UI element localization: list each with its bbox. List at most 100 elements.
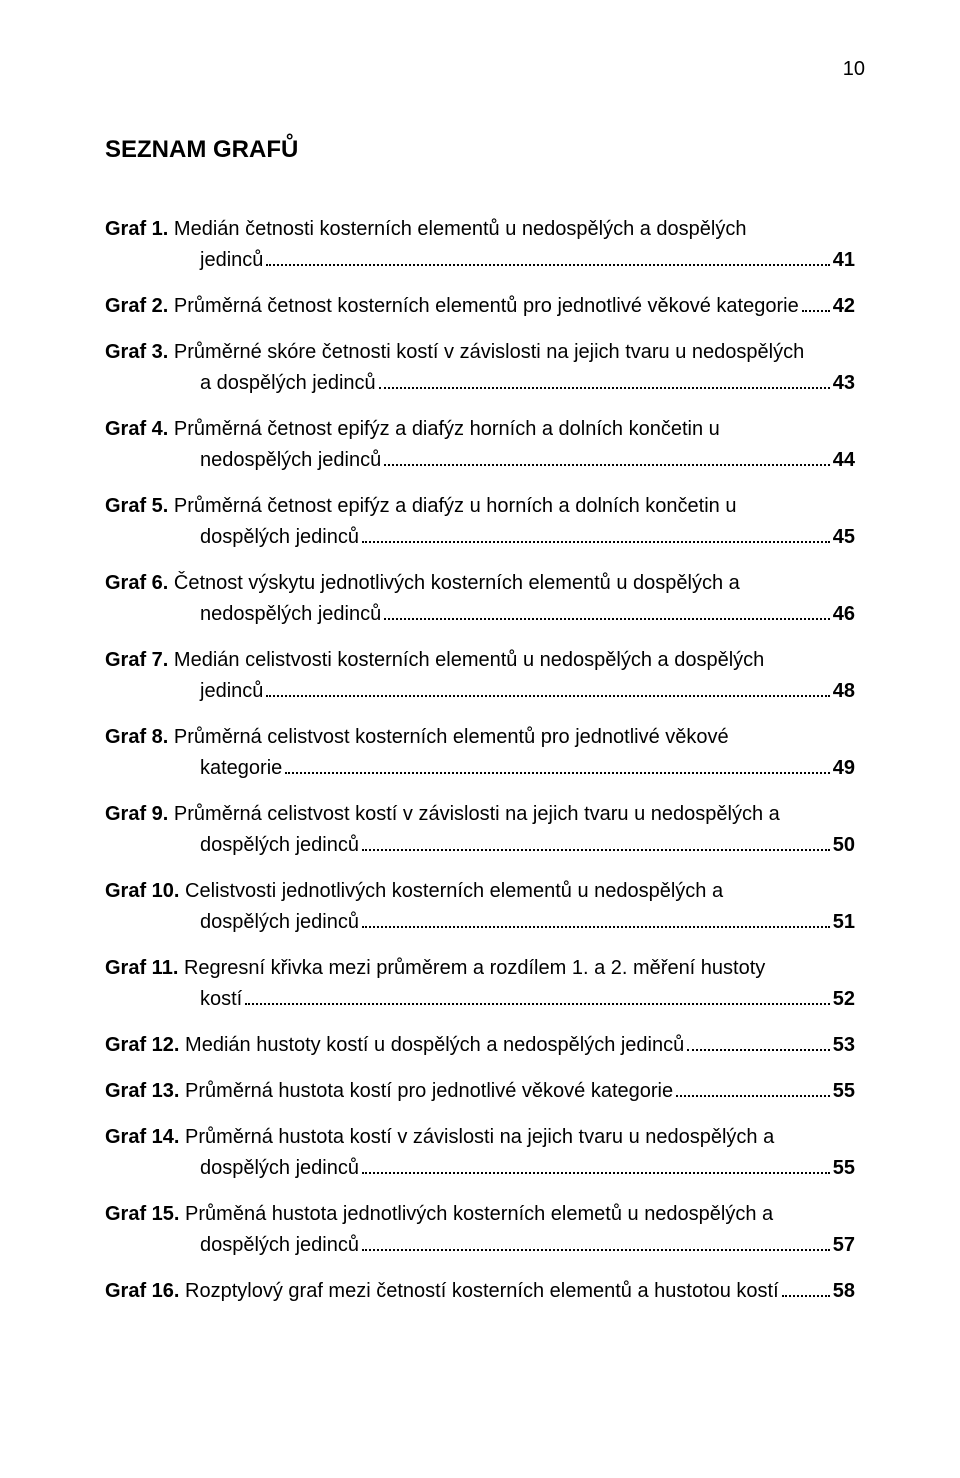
toc-leader-dots <box>266 264 829 266</box>
toc-leader-dots <box>285 772 829 774</box>
toc-entry: Graf 14.Průměrná hustota kostí v závislo… <box>105 1122 855 1184</box>
toc-entry-line: Graf 4.Průměrná četnost epifýz a diafýz … <box>105 414 855 445</box>
toc-entry-line-cont: kostí 52 <box>105 984 855 1015</box>
toc-leader-dots <box>362 1172 830 1174</box>
toc-entry-line: Graf 9.Průměrná celistvost kostí v závis… <box>105 799 855 830</box>
toc-entry-page: 41 <box>833 245 855 276</box>
toc-entry-label: Graf 9. <box>105 799 174 830</box>
toc-entry-page: 43 <box>833 368 855 399</box>
toc-entry-text: Průměrná četnost epifýz a diafýz u horní… <box>174 491 737 522</box>
toc-entry-page: 42 <box>833 291 855 322</box>
toc-entry-label: Graf 12. <box>105 1030 185 1061</box>
toc-entry-text: Četnost výskytu jednotlivých kosterních … <box>174 568 740 599</box>
toc-entry-page: 51 <box>833 907 855 938</box>
toc-entry-text-cont: jedinců <box>200 245 263 276</box>
page-number: 10 <box>105 58 865 81</box>
toc-entry: Graf 2.Průměrná četnost kosterních eleme… <box>105 291 855 322</box>
toc-entry: Graf 8.Průměrná celistvost kosterních el… <box>105 722 855 784</box>
toc-entry-page: 45 <box>833 522 855 553</box>
toc-entry-line-cont: dospělých jedinců 50 <box>105 830 855 861</box>
toc-entry-text-cont: nedospělých jedinců <box>200 599 381 630</box>
toc-entry-label: Graf 1. <box>105 214 174 245</box>
toc-entry-text-cont: a dospělých jedinců <box>200 368 376 399</box>
toc-entry-text: Průměrná hustota kostí v závislosti na j… <box>185 1122 774 1153</box>
toc-entry-text: Průměná hustota jednotlivých kosterních … <box>185 1199 773 1230</box>
toc-entry-label: Graf 4. <box>105 414 174 445</box>
toc-entry-text: Průměrná četnost epifýz a diafýz horních… <box>174 414 720 445</box>
toc-entry-line: Graf 2.Průměrná četnost kosterních eleme… <box>105 291 855 322</box>
toc-entry-line-cont: dospělých jedinců 55 <box>105 1153 855 1184</box>
toc-entry-label: Graf 15. <box>105 1199 185 1230</box>
toc-entry-page: 50 <box>833 830 855 861</box>
toc-entry-page: 58 <box>833 1276 855 1307</box>
toc-leader-dots <box>384 464 830 466</box>
toc-entry: Graf 4.Průměrná četnost epifýz a diafýz … <box>105 414 855 476</box>
toc-entry-page: 55 <box>833 1153 855 1184</box>
toc-entry: Graf 1.Medián četnosti kosterních elemen… <box>105 214 855 276</box>
toc-entry-page: 55 <box>833 1076 855 1107</box>
toc-entry-text-cont: kostí <box>200 984 242 1015</box>
toc-entry-line-cont: dospělých jedinců 51 <box>105 907 855 938</box>
toc-entry-line-cont: dospělých jedinců 57 <box>105 1230 855 1261</box>
toc-entry-text-cont: dospělých jedinců <box>200 830 359 861</box>
toc-entry-text-cont: dospělých jedinců <box>200 1153 359 1184</box>
toc-entry-page: 46 <box>833 599 855 630</box>
toc-entry-line: Graf 13.Průměrná hustota kostí pro jedno… <box>105 1076 855 1107</box>
toc-entry-text: Celistvosti jednotlivých kosterních elem… <box>185 876 723 907</box>
toc-entry-page: 52 <box>833 984 855 1015</box>
toc-entry-text: Rozptylový graf mezi četností kosterních… <box>185 1276 779 1307</box>
toc-entry-text-cont: dospělých jedinců <box>200 522 359 553</box>
toc-entry-page: 44 <box>833 445 855 476</box>
toc-entry-label: Graf 14. <box>105 1122 185 1153</box>
toc-entry-line: Graf 14.Průměrná hustota kostí v závislo… <box>105 1122 855 1153</box>
toc-entry-page: 57 <box>833 1230 855 1261</box>
toc-entry: Graf 15.Průměná hustota jednotlivých kos… <box>105 1199 855 1261</box>
toc-entry-text-cont: dospělých jedinců <box>200 1230 359 1261</box>
toc-entry-label: Graf 2. <box>105 291 174 322</box>
toc-entry-text-cont: jedinců <box>200 676 263 707</box>
toc-entry-line: Graf 11.Regresní křivka mezi průměrem a … <box>105 953 855 984</box>
toc-leader-dots <box>362 926 830 928</box>
toc-entry-line: Graf 15.Průměná hustota jednotlivých kos… <box>105 1199 855 1230</box>
toc-entry-line: Graf 1.Medián četnosti kosterních elemen… <box>105 214 855 245</box>
toc-leader-dots <box>362 1249 830 1251</box>
toc-entry-label: Graf 6. <box>105 568 174 599</box>
toc-entry-text: Průměrné skóre četnosti kostí v závislos… <box>174 337 804 368</box>
toc-entry-text: Průměrná četnost kosterních elementů pro… <box>174 291 799 322</box>
toc-leader-dots <box>362 541 830 543</box>
toc-leader-dots <box>687 1049 830 1051</box>
toc-leader-dots <box>384 618 830 620</box>
toc-entry-label: Graf 11. <box>105 953 184 984</box>
toc-entry-line-cont: jedinců 41 <box>105 245 855 276</box>
toc-entry-page: 53 <box>833 1030 855 1061</box>
toc-entry: Graf 6.Četnost výskytu jednotlivých kost… <box>105 568 855 630</box>
toc-entry: Graf 5.Průměrná četnost epifýz a diafýz … <box>105 491 855 553</box>
toc-entry: Graf 10.Celistvosti jednotlivých kostern… <box>105 876 855 938</box>
toc-entry-text: Medián hustoty kostí u dospělých a nedos… <box>185 1030 684 1061</box>
toc-entry-text: Průměrná hustota kostí pro jednotlivé vě… <box>185 1076 673 1107</box>
toc-entry-line: Graf 5.Průměrná četnost epifýz a diafýz … <box>105 491 855 522</box>
toc-entry-label: Graf 13. <box>105 1076 185 1107</box>
toc-entry-page: 49 <box>833 753 855 784</box>
toc-entry: Graf 7.Medián celistvosti kosterních ele… <box>105 645 855 707</box>
toc-entry-line-cont: jedinců 48 <box>105 676 855 707</box>
toc-leader-dots <box>782 1295 830 1297</box>
toc-entry-text: Průměrná celistvost kostí v závislosti n… <box>174 799 780 830</box>
toc-entry-line: Graf 7.Medián celistvosti kosterních ele… <box>105 645 855 676</box>
toc-leader-dots <box>802 310 830 312</box>
toc-entry-line-cont: nedospělých jedinců 44 <box>105 445 855 476</box>
toc-entry-text-cont: nedospělých jedinců <box>200 445 381 476</box>
toc-entry-line-cont: kategorie49 <box>105 753 855 784</box>
toc-entry-label: Graf 16. <box>105 1276 185 1307</box>
toc-entry: Graf 3.Průměrné skóre četnosti kostí v z… <box>105 337 855 399</box>
toc-leader-dots <box>379 387 830 389</box>
toc-entry-line: Graf 10.Celistvosti jednotlivých kostern… <box>105 876 855 907</box>
toc-entry: Graf 16.Rozptylový graf mezi četností ko… <box>105 1276 855 1307</box>
toc-entry-text: Průměrná celistvost kosterních elementů … <box>174 722 729 753</box>
toc-entry-page: 48 <box>833 676 855 707</box>
toc-leader-dots <box>362 849 830 851</box>
toc-entry-line: Graf 8.Průměrná celistvost kosterních el… <box>105 722 855 753</box>
toc-entry: Graf 12.Medián hustoty kostí u dospělých… <box>105 1030 855 1061</box>
toc-entry-text-cont: dospělých jedinců <box>200 907 359 938</box>
toc-entry-label: Graf 5. <box>105 491 174 522</box>
